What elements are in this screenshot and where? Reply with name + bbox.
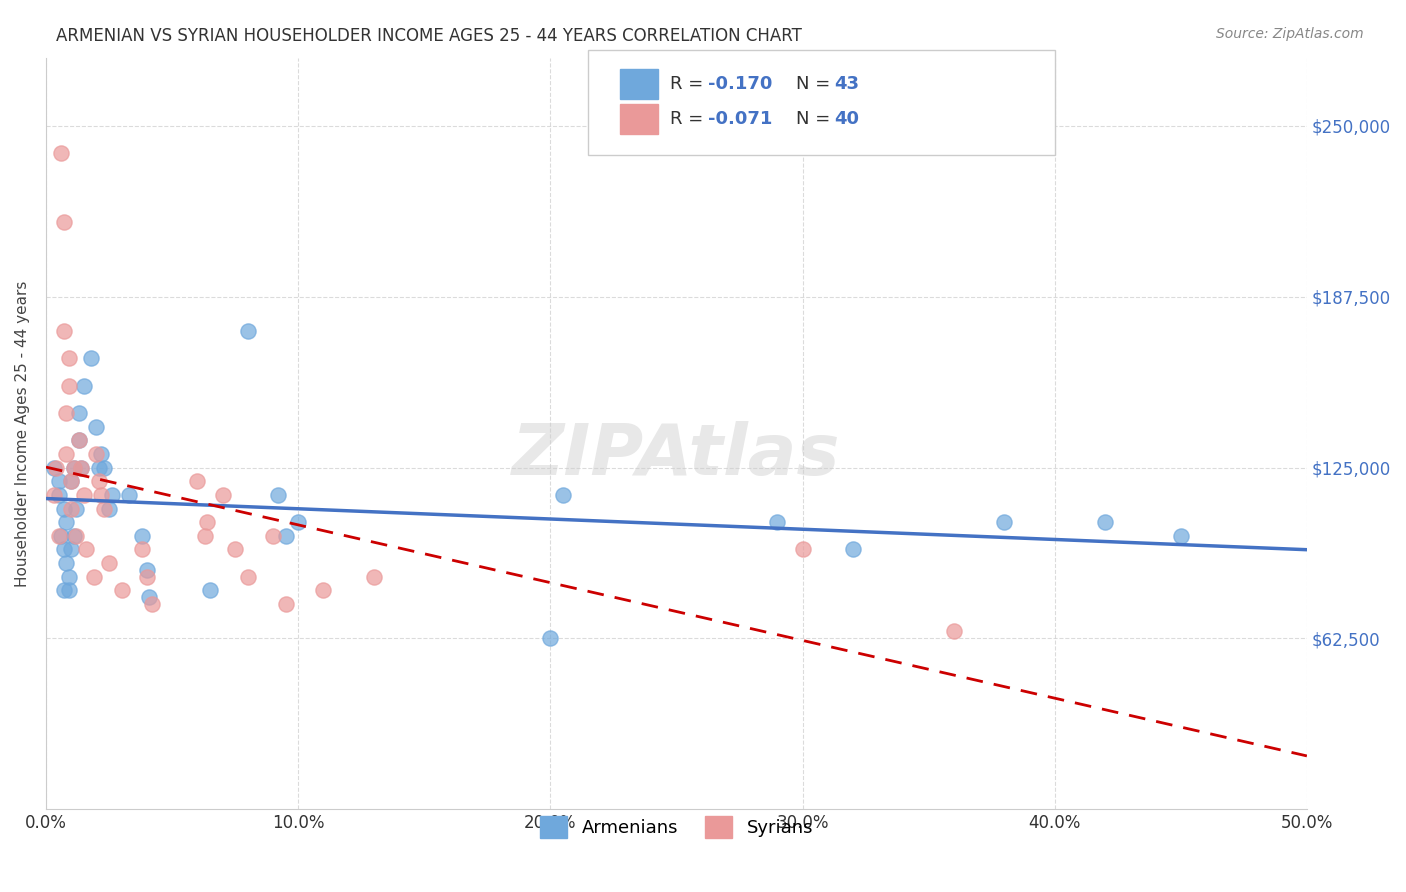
FancyBboxPatch shape [588,50,1054,155]
Armenians [67,406,90,420]
Syrians [55,406,77,420]
Armenians [62,529,84,543]
Armenians [131,529,153,543]
Syrians [93,501,115,516]
Syrians [98,556,121,570]
Syrians [942,624,965,639]
Armenians [52,501,75,516]
Syrians [65,529,87,543]
Syrians [236,570,259,584]
Armenians [70,460,93,475]
Armenians [86,419,108,434]
Armenians [60,542,83,557]
Armenians [551,488,574,502]
Syrians [186,474,208,488]
Text: N =: N = [796,75,837,93]
Syrians [141,597,163,611]
Armenians [93,460,115,475]
Armenians [842,542,865,557]
Armenians [287,515,309,529]
Syrians [274,597,297,611]
Armenians [73,378,96,392]
Armenians [1094,515,1116,529]
Syrians [45,460,67,475]
Syrians [792,542,814,557]
Syrians [135,570,157,584]
Syrians [262,529,284,543]
Syrians [312,583,335,598]
Syrians [224,542,246,557]
Syrians [194,529,217,543]
Syrians [111,583,134,598]
Text: ARMENIAN VS SYRIAN HOUSEHOLDER INCOME AGES 25 - 44 YEARS CORRELATION CHART: ARMENIAN VS SYRIAN HOUSEHOLDER INCOME AG… [56,27,801,45]
Text: ZIPAtlas: ZIPAtlas [512,421,841,491]
Armenians [118,488,141,502]
Syrians [52,214,75,228]
Syrians [58,351,80,366]
Syrians [42,488,65,502]
Armenians [993,515,1015,529]
Syrians [52,324,75,338]
Syrians [60,474,83,488]
Armenians [80,351,103,366]
Text: -0.170: -0.170 [709,75,772,93]
Armenians [135,563,157,577]
Y-axis label: Householder Income Ages 25 - 44 years: Householder Income Ages 25 - 44 years [15,280,30,587]
Syrians [67,433,90,447]
Armenians [538,632,561,646]
Syrians [87,474,110,488]
Armenians [55,556,77,570]
Armenians [52,583,75,598]
Syrians [86,447,108,461]
Syrians [211,488,233,502]
Armenians [58,570,80,584]
Text: Source: ZipAtlas.com: Source: ZipAtlas.com [1216,27,1364,41]
Armenians [198,583,221,598]
Armenians [100,488,122,502]
Text: R =: R = [671,75,709,93]
Armenians [65,501,87,516]
Syrians [49,146,72,161]
Armenians [55,515,77,529]
Armenians [60,474,83,488]
Text: N =: N = [796,111,837,128]
Syrians [363,570,385,584]
Armenians [42,460,65,475]
Syrians [70,460,93,475]
Armenians [48,474,70,488]
FancyBboxPatch shape [620,69,658,99]
Armenians [48,488,70,502]
Armenians [58,583,80,598]
Armenians [52,542,75,557]
Syrians [55,447,77,461]
Armenians [766,515,789,529]
Syrians [195,515,218,529]
Armenians [236,324,259,338]
Armenians [98,501,121,516]
FancyBboxPatch shape [620,104,658,134]
Armenians [90,447,112,461]
Syrians [62,460,84,475]
Armenians [49,529,72,543]
Armenians [62,460,84,475]
Syrians [75,542,97,557]
Armenians [138,591,160,605]
Syrians [48,529,70,543]
Syrians [73,488,96,502]
Armenians [274,529,297,543]
Armenians [87,460,110,475]
Syrians [90,488,112,502]
Syrians [131,542,153,557]
Text: 40: 40 [834,111,859,128]
Syrians [60,501,83,516]
Text: -0.071: -0.071 [709,111,772,128]
Armenians [267,488,290,502]
Legend: Armenians, Syrians: Armenians, Syrians [533,809,820,846]
Syrians [83,570,105,584]
Text: 43: 43 [834,75,859,93]
Syrians [58,378,80,392]
Armenians [1170,529,1192,543]
Armenians [67,433,90,447]
Text: R =: R = [671,111,709,128]
